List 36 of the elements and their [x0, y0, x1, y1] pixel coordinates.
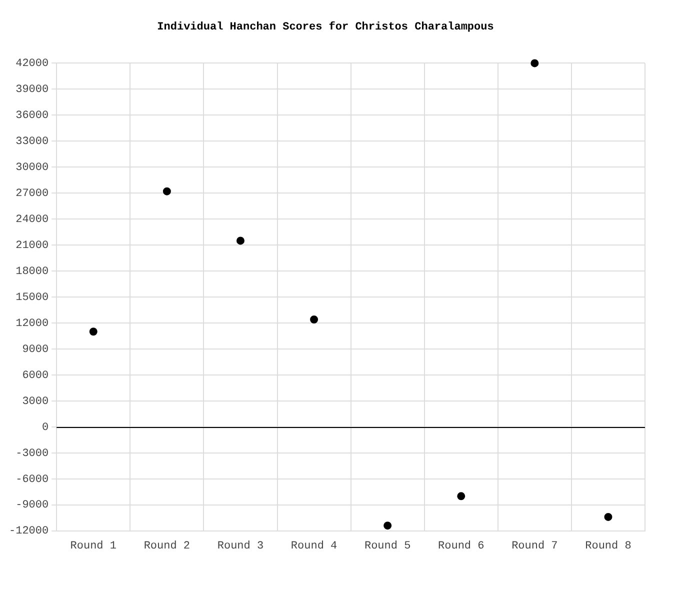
- point: [89, 328, 98, 336]
- point: [384, 522, 392, 530]
- y-tick-label: 42000: [16, 58, 49, 70]
- y-tick-label: 33000: [16, 136, 49, 148]
- y-tick-label: 21000: [16, 240, 49, 252]
- point: [162, 187, 171, 196]
- x-tick-label: Round 5: [364, 540, 411, 552]
- point: [236, 236, 244, 245]
- y-tick-label: 0: [42, 422, 49, 434]
- y-tick-label: 18000: [16, 266, 49, 278]
- y-tick-label: 39000: [16, 84, 49, 96]
- y-tick-label: 12000: [16, 318, 49, 330]
- y-tick-label: 15000: [16, 292, 49, 304]
- x-tick-label: Round 2: [144, 540, 190, 552]
- y-tick-label: -12000: [8, 526, 49, 538]
- x-tick-label: Round 8: [585, 540, 632, 552]
- y-tick-label: 36000: [16, 110, 49, 122]
- y-tick-label: 9000: [22, 344, 49, 356]
- y-tick-label: -9000: [16, 500, 49, 512]
- point: [604, 512, 612, 521]
- point: [457, 492, 466, 500]
- chart-title: Individual Hanchan Scores for Christos Charalampous: [157, 20, 494, 34]
- point: [310, 316, 318, 324]
- y-tick-label: 6000: [22, 370, 49, 382]
- y-tick-label: 30000: [16, 162, 49, 174]
- x-tick-label: Round 1: [70, 540, 117, 552]
- y-tick-label: 24000: [16, 214, 49, 226]
- y-tick-label: 3000: [22, 396, 49, 408]
- y-tick-label: -6000: [16, 474, 49, 486]
- x-tick-label: Round 4: [290, 540, 338, 552]
- y-tick-label: -3000: [16, 448, 49, 460]
- x-tick-label: Round 3: [217, 540, 264, 552]
- y-tick-label: 27000: [16, 188, 49, 200]
- x-tick-label: Round 6: [438, 540, 484, 552]
- x-tick-label: Round 7: [512, 540, 558, 552]
- point: [530, 59, 539, 68]
